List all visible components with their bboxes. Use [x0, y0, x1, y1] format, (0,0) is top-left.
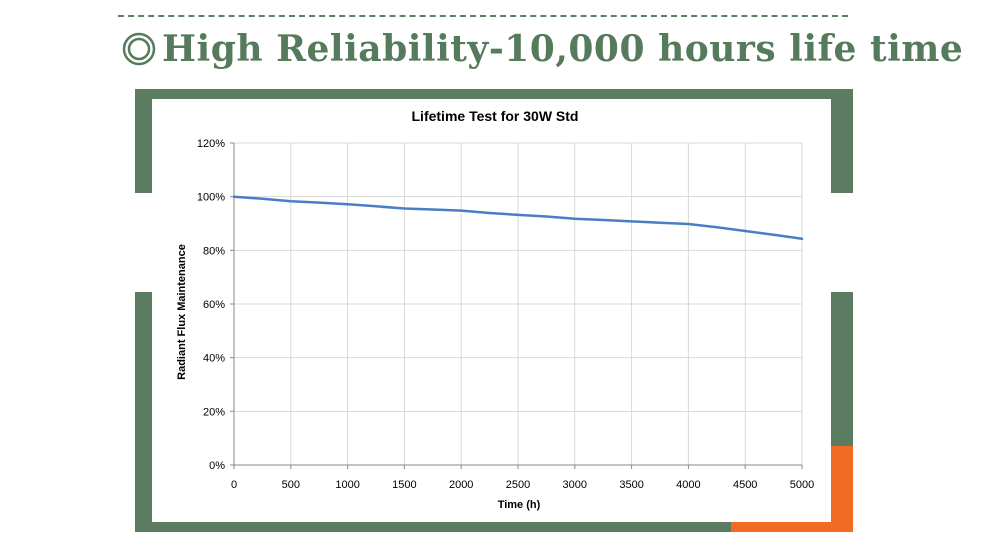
y-tick-label: 0% — [209, 460, 225, 472]
grid-layer — [234, 142, 803, 465]
double-circle-icon — [122, 32, 156, 66]
y-tick-label: 100% — [197, 192, 225, 204]
x-tick-label: 2500 — [506, 479, 530, 491]
frame-left-top — [135, 89, 152, 193]
top-dashed-divider — [118, 15, 848, 17]
x-tick-label: 3500 — [619, 479, 643, 491]
series-layer — [232, 195, 804, 241]
frame-bottom — [135, 522, 731, 532]
x-axis-label: Time (h) — [498, 499, 541, 511]
frame-left-bottom — [135, 292, 152, 532]
x-tick-label: 4500 — [733, 479, 757, 491]
headline: High Reliability-10,000 hours life time — [122, 24, 963, 74]
chart-title: Lifetime Test for 30W Std — [412, 108, 579, 124]
x-tick-label: 0 — [231, 479, 237, 491]
x-tick-label: 3000 — [563, 479, 587, 491]
frame-right-orange — [831, 446, 853, 532]
frame-bottom-orange — [731, 522, 853, 532]
x-tick-label: 500 — [282, 479, 300, 491]
frame-right-middle — [831, 292, 853, 446]
y-tick-label: 80% — [203, 245, 225, 257]
y-tick-label: 20% — [203, 406, 225, 418]
x-tick-label: 5000 — [790, 479, 814, 491]
series-line — [232, 195, 804, 241]
lifetime-chart: 0% 20% 40% 60% 80% 100% 120% 0 500 1000 1500 2000 25… — [176, 108, 814, 511]
x-tick-label: 4000 — [676, 479, 700, 491]
chart-panel: 0% 20% 40% 60% 80% 100% 120% 0 500 1000 1500 2000 25… — [152, 99, 831, 522]
x-tick-label: 2000 — [449, 479, 473, 491]
frame-right-top — [831, 89, 853, 193]
x-tick-label: 1000 — [335, 479, 359, 491]
headline-text: High Reliability-10,000 hours life time — [162, 28, 964, 70]
y-tick-label: 120% — [197, 138, 225, 150]
axis-layer: 0% 20% 40% 60% 80% 100% 120% 0 500 1000 1500 2000 25… — [197, 138, 814, 491]
frame-top — [135, 89, 853, 99]
y-tick-label: 40% — [203, 353, 225, 365]
y-axis-label: Radiant Flux Maintenance — [176, 244, 188, 380]
y-tick-label: 60% — [203, 299, 225, 311]
x-tick-label: 1500 — [392, 479, 416, 491]
